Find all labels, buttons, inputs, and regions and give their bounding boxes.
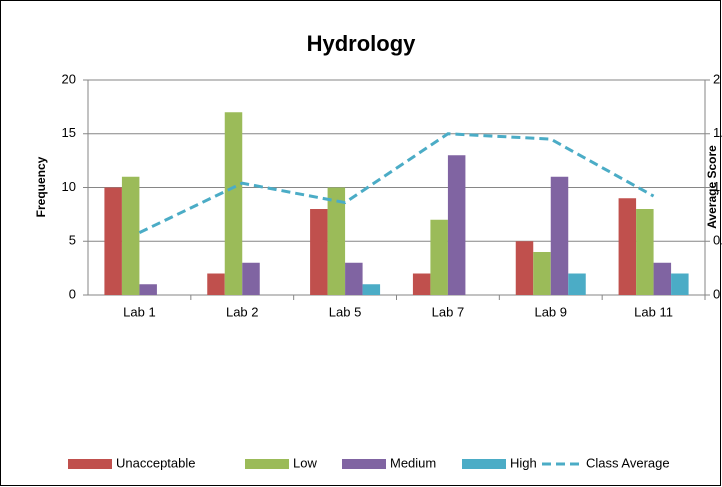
bar bbox=[104, 187, 122, 295]
y2-tick-label: 0.5 bbox=[713, 233, 722, 248]
legend-swatch bbox=[245, 459, 289, 469]
legend-label: Unacceptable bbox=[116, 455, 196, 470]
y2-tick-label: 1 bbox=[713, 179, 720, 194]
y-tick-label: 5 bbox=[69, 233, 76, 248]
x-tick-label: Lab 1 bbox=[123, 304, 156, 319]
bar bbox=[653, 262, 672, 295]
bar bbox=[139, 284, 157, 295]
y2-tick-label: 0 bbox=[713, 286, 720, 301]
chart-title: Hydrology bbox=[307, 31, 417, 56]
bar bbox=[345, 262, 363, 295]
legend-label: High bbox=[510, 455, 537, 470]
x-tick-label: Lab 7 bbox=[432, 304, 465, 319]
bar bbox=[515, 241, 534, 295]
bar bbox=[121, 176, 140, 295]
legend-label: Low bbox=[293, 455, 317, 470]
legend-swatch bbox=[342, 459, 386, 469]
legend-label: Medium bbox=[390, 455, 436, 470]
bar bbox=[533, 252, 551, 295]
bar bbox=[671, 273, 689, 295]
x-tick-label: Lab 5 bbox=[329, 304, 362, 319]
y-tick-label: 15 bbox=[62, 125, 76, 140]
bar bbox=[550, 176, 569, 295]
y-tick-label: 10 bbox=[62, 179, 76, 194]
y2-tick-label: 1.5 bbox=[713, 125, 722, 140]
y-axis-label: Frequency bbox=[34, 156, 48, 217]
bar bbox=[447, 155, 466, 295]
y2-tick-label: 2 bbox=[713, 71, 720, 86]
bar bbox=[207, 273, 225, 295]
bar bbox=[430, 219, 448, 295]
y-tick-label: 0 bbox=[69, 286, 76, 301]
bar bbox=[327, 187, 346, 295]
legend-swatch bbox=[68, 459, 112, 469]
x-tick-label: Lab 11 bbox=[634, 304, 673, 319]
bar bbox=[636, 209, 654, 295]
bar bbox=[568, 273, 586, 295]
bar bbox=[242, 262, 260, 295]
bar bbox=[310, 209, 328, 295]
legend-swatch bbox=[462, 459, 506, 469]
bar bbox=[362, 284, 381, 295]
y2-axis-label: Average Score bbox=[705, 145, 719, 229]
bar bbox=[412, 273, 431, 295]
bar bbox=[618, 198, 637, 295]
bar bbox=[224, 112, 243, 295]
average-line bbox=[138, 132, 655, 235]
x-tick-label: Lab 2 bbox=[226, 304, 259, 319]
legend-label: Class Average bbox=[586, 455, 670, 470]
x-tick-label: Lab 9 bbox=[534, 304, 567, 319]
y-tick-label: 20 bbox=[62, 71, 76, 86]
